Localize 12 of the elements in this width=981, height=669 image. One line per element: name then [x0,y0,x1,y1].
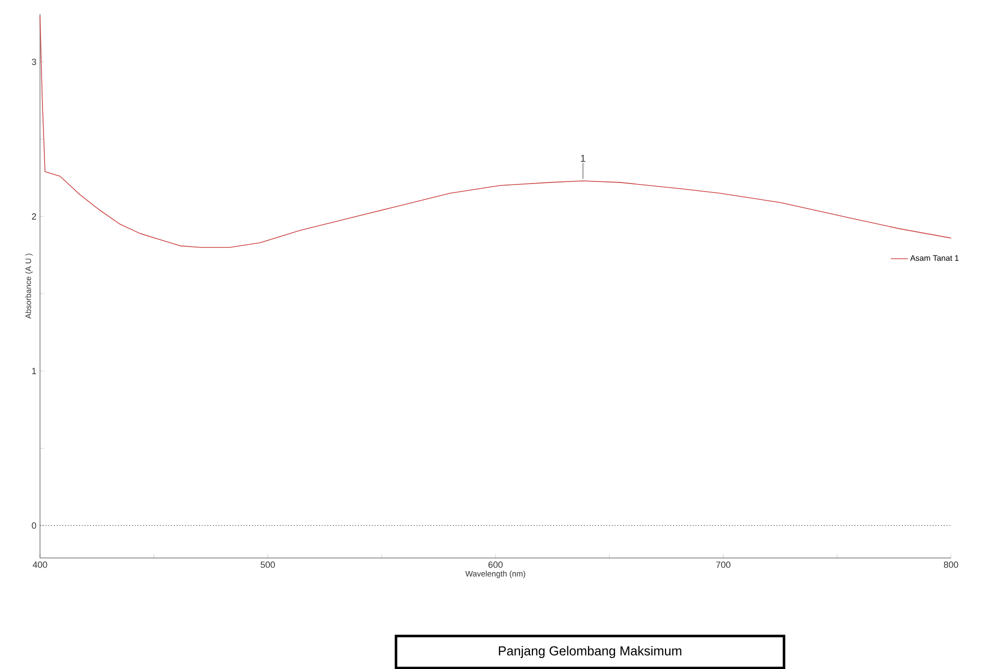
text: Panjang Gelombang Maksimum [498,646,682,658]
x-tick-label: 400 [32,562,48,568]
annotation: 1 [580,154,586,162]
x-tick-label: 700 [716,562,730,568]
y-tick-label: 3 [32,58,36,66]
x-tick-label: 600 [488,562,503,568]
y-tick-label: 1 [32,368,36,374]
x-tick-label: 500 [260,562,275,568]
x-tick-label: 800 [944,562,958,568]
y-tick-label: 2 [32,213,36,220]
line-series [40,15,952,248]
y-tick-label: 0 [32,522,36,529]
